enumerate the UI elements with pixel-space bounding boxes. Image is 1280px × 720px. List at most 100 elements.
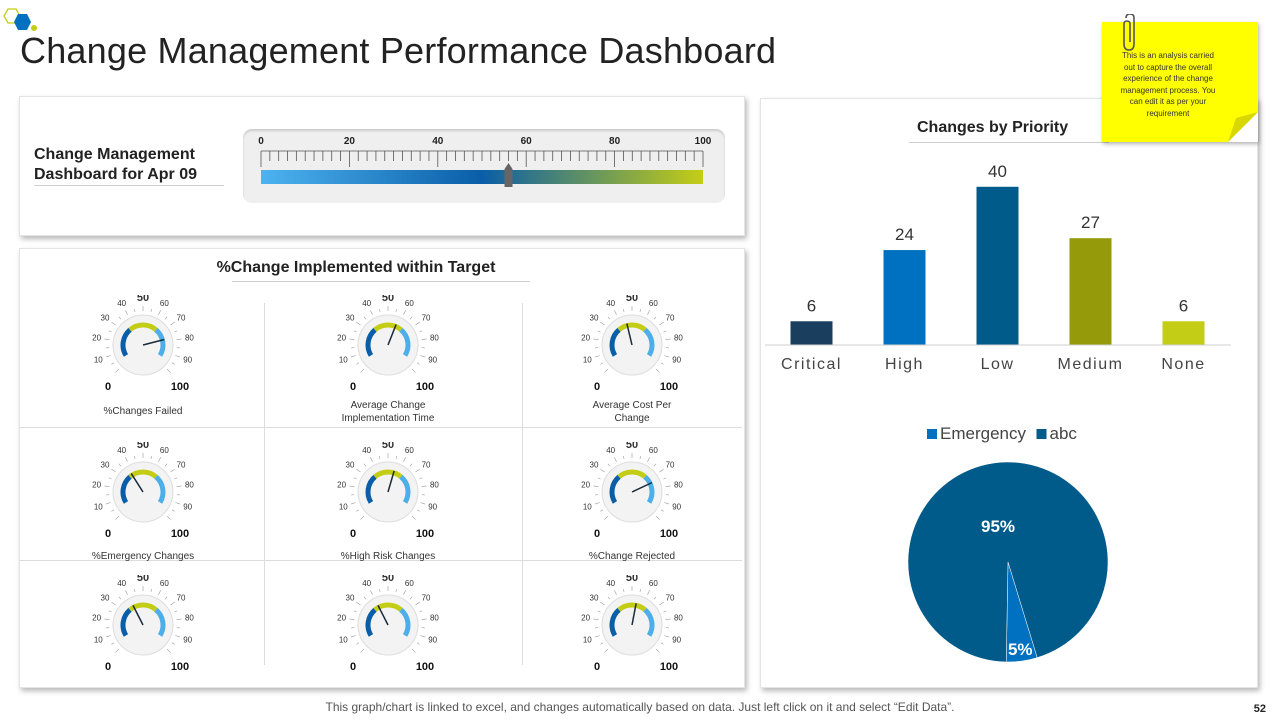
gauge-band: [373, 469, 403, 479]
gauge-band: [609, 327, 621, 357]
gauge-tick: [416, 642, 420, 645]
gauge-tick: [111, 321, 116, 326]
gauge-tick: [105, 635, 111, 638]
gauge-tick: [174, 477, 178, 480]
gauge-tick: [166, 368, 171, 373]
gauge-tick: [176, 338, 182, 340]
gauge-tick: [353, 330, 357, 333]
gauge-tick: [176, 618, 182, 620]
gauge-dial: 10 20 30 40 50 60 70 80 90 0 100: [92, 575, 194, 673]
gauge-band: [365, 474, 377, 504]
gauge-band: [128, 322, 158, 332]
gauge-scale-label: 10: [583, 503, 592, 512]
gauge-tick: [108, 330, 112, 333]
gauge-tick: [150, 308, 152, 313]
gauge-band: [365, 327, 377, 357]
gauge-dial: 10 20 30 40 50 60 70 80 90 0 100: [581, 295, 683, 393]
gauge-tick: [623, 308, 625, 313]
gauge-max-label: 100: [171, 661, 189, 673]
gauge-tick: [597, 610, 601, 613]
gauge-scale-label: 50: [382, 575, 394, 584]
gauge-tick: [660, 362, 664, 365]
scale-marker: [504, 163, 513, 187]
gauge-tick: [600, 509, 604, 512]
gauge-tick: [118, 463, 122, 467]
gauge-tick: [655, 368, 660, 373]
gauge-scale-label: 70: [666, 460, 675, 469]
gauge-tick: [395, 308, 397, 313]
gauge: 10 20 30 40 50 60 70 80 90 0 100: [572, 442, 692, 552]
gauge-tick: [415, 601, 420, 606]
gauge-scale-label: 90: [183, 356, 192, 365]
gauge-scale-label: 60: [405, 579, 414, 588]
gauge-tick: [363, 316, 367, 320]
gauge-tick: [104, 618, 110, 620]
gauge-tick: [600, 362, 604, 365]
gauge-tick: [409, 316, 413, 320]
gauge-scale-label: 10: [94, 636, 103, 645]
gauge-tick: [665, 338, 671, 340]
page-number: 52: [1253, 703, 1266, 715]
gauge-scale-label: 20: [581, 614, 590, 623]
gauge-scale-label: 10: [94, 356, 103, 365]
scale-tick-label: 80: [609, 136, 621, 147]
gauge-scale-label: 30: [590, 313, 599, 322]
gauge-tick: [647, 310, 650, 315]
scale-bar: [261, 170, 703, 184]
gauge-tick: [174, 610, 178, 613]
gauge-tick: [411, 515, 416, 520]
gauge-tick: [416, 509, 420, 512]
gauge-tick: [379, 308, 381, 313]
gauge-tick: [356, 362, 360, 365]
gauge-scale-label: 80: [185, 481, 194, 490]
pie-legend-label: abc: [1050, 424, 1078, 443]
gauge-tick: [614, 310, 617, 315]
gauge-tick: [647, 590, 650, 595]
gauge-scale-label: 50: [137, 295, 149, 304]
gauge-tick: [350, 502, 356, 505]
gauge-tick: [607, 316, 611, 320]
gauge-tick: [175, 502, 181, 505]
gauge-dial: 10 20 30 40 50 60 70 80 90 0 100: [337, 295, 439, 393]
gauge: 10 20 30 40 50 60 70 80 90 0 100: [83, 442, 203, 552]
gauge-scale-label: 50: [382, 442, 394, 451]
bar-category-label: Low: [981, 356, 1015, 373]
gauge-tick: [409, 463, 413, 467]
gauge-tick: [623, 588, 625, 593]
gauge-tick: [655, 515, 660, 520]
gauge-scale-label: 60: [649, 579, 658, 588]
gauge-tick: [171, 509, 175, 512]
gauge-scale-label: 80: [185, 614, 194, 623]
gauge-band: [399, 474, 411, 504]
dashboard-date-label: Change Management Dashboard for Apr 09: [34, 146, 197, 183]
gauge-scale-label: 40: [117, 579, 126, 588]
note-curl: [1228, 112, 1258, 142]
dashboard-label-underline: [34, 185, 224, 186]
gauge-scale-label: 30: [101, 460, 110, 469]
gauge-tick: [379, 588, 381, 593]
scale-tick-label: 40: [432, 136, 444, 147]
gauge-scale-label: 30: [346, 313, 355, 322]
gauge-scale-label: 60: [405, 446, 414, 455]
scale-tick-label: 60: [521, 136, 533, 147]
gauge-tick: [115, 648, 120, 653]
gauge-scale-label: 70: [666, 593, 675, 602]
gauge-needle: [631, 603, 637, 626]
bar-value-label: 6: [1179, 296, 1188, 315]
gauge-tick: [664, 502, 670, 505]
gauge-tick: [421, 338, 427, 340]
gauge-tick: [350, 635, 356, 638]
gauge-tick: [415, 321, 420, 326]
gauge-tick: [164, 596, 168, 600]
gauge-band: [643, 474, 655, 504]
gauge-tick: [415, 468, 420, 473]
scale-tick-label: 20: [344, 136, 356, 147]
gauge-tick: [115, 368, 120, 373]
gauge-dial: 10 20 30 40 50 60 70 80 90 0 100: [337, 442, 439, 540]
gauge-tick: [125, 457, 128, 462]
gauge-needle: [130, 473, 144, 493]
gauge-tick: [607, 463, 611, 467]
gauge-tick: [350, 355, 356, 358]
gauge-max-label: 100: [416, 381, 434, 393]
gauge-tick: [174, 330, 178, 333]
